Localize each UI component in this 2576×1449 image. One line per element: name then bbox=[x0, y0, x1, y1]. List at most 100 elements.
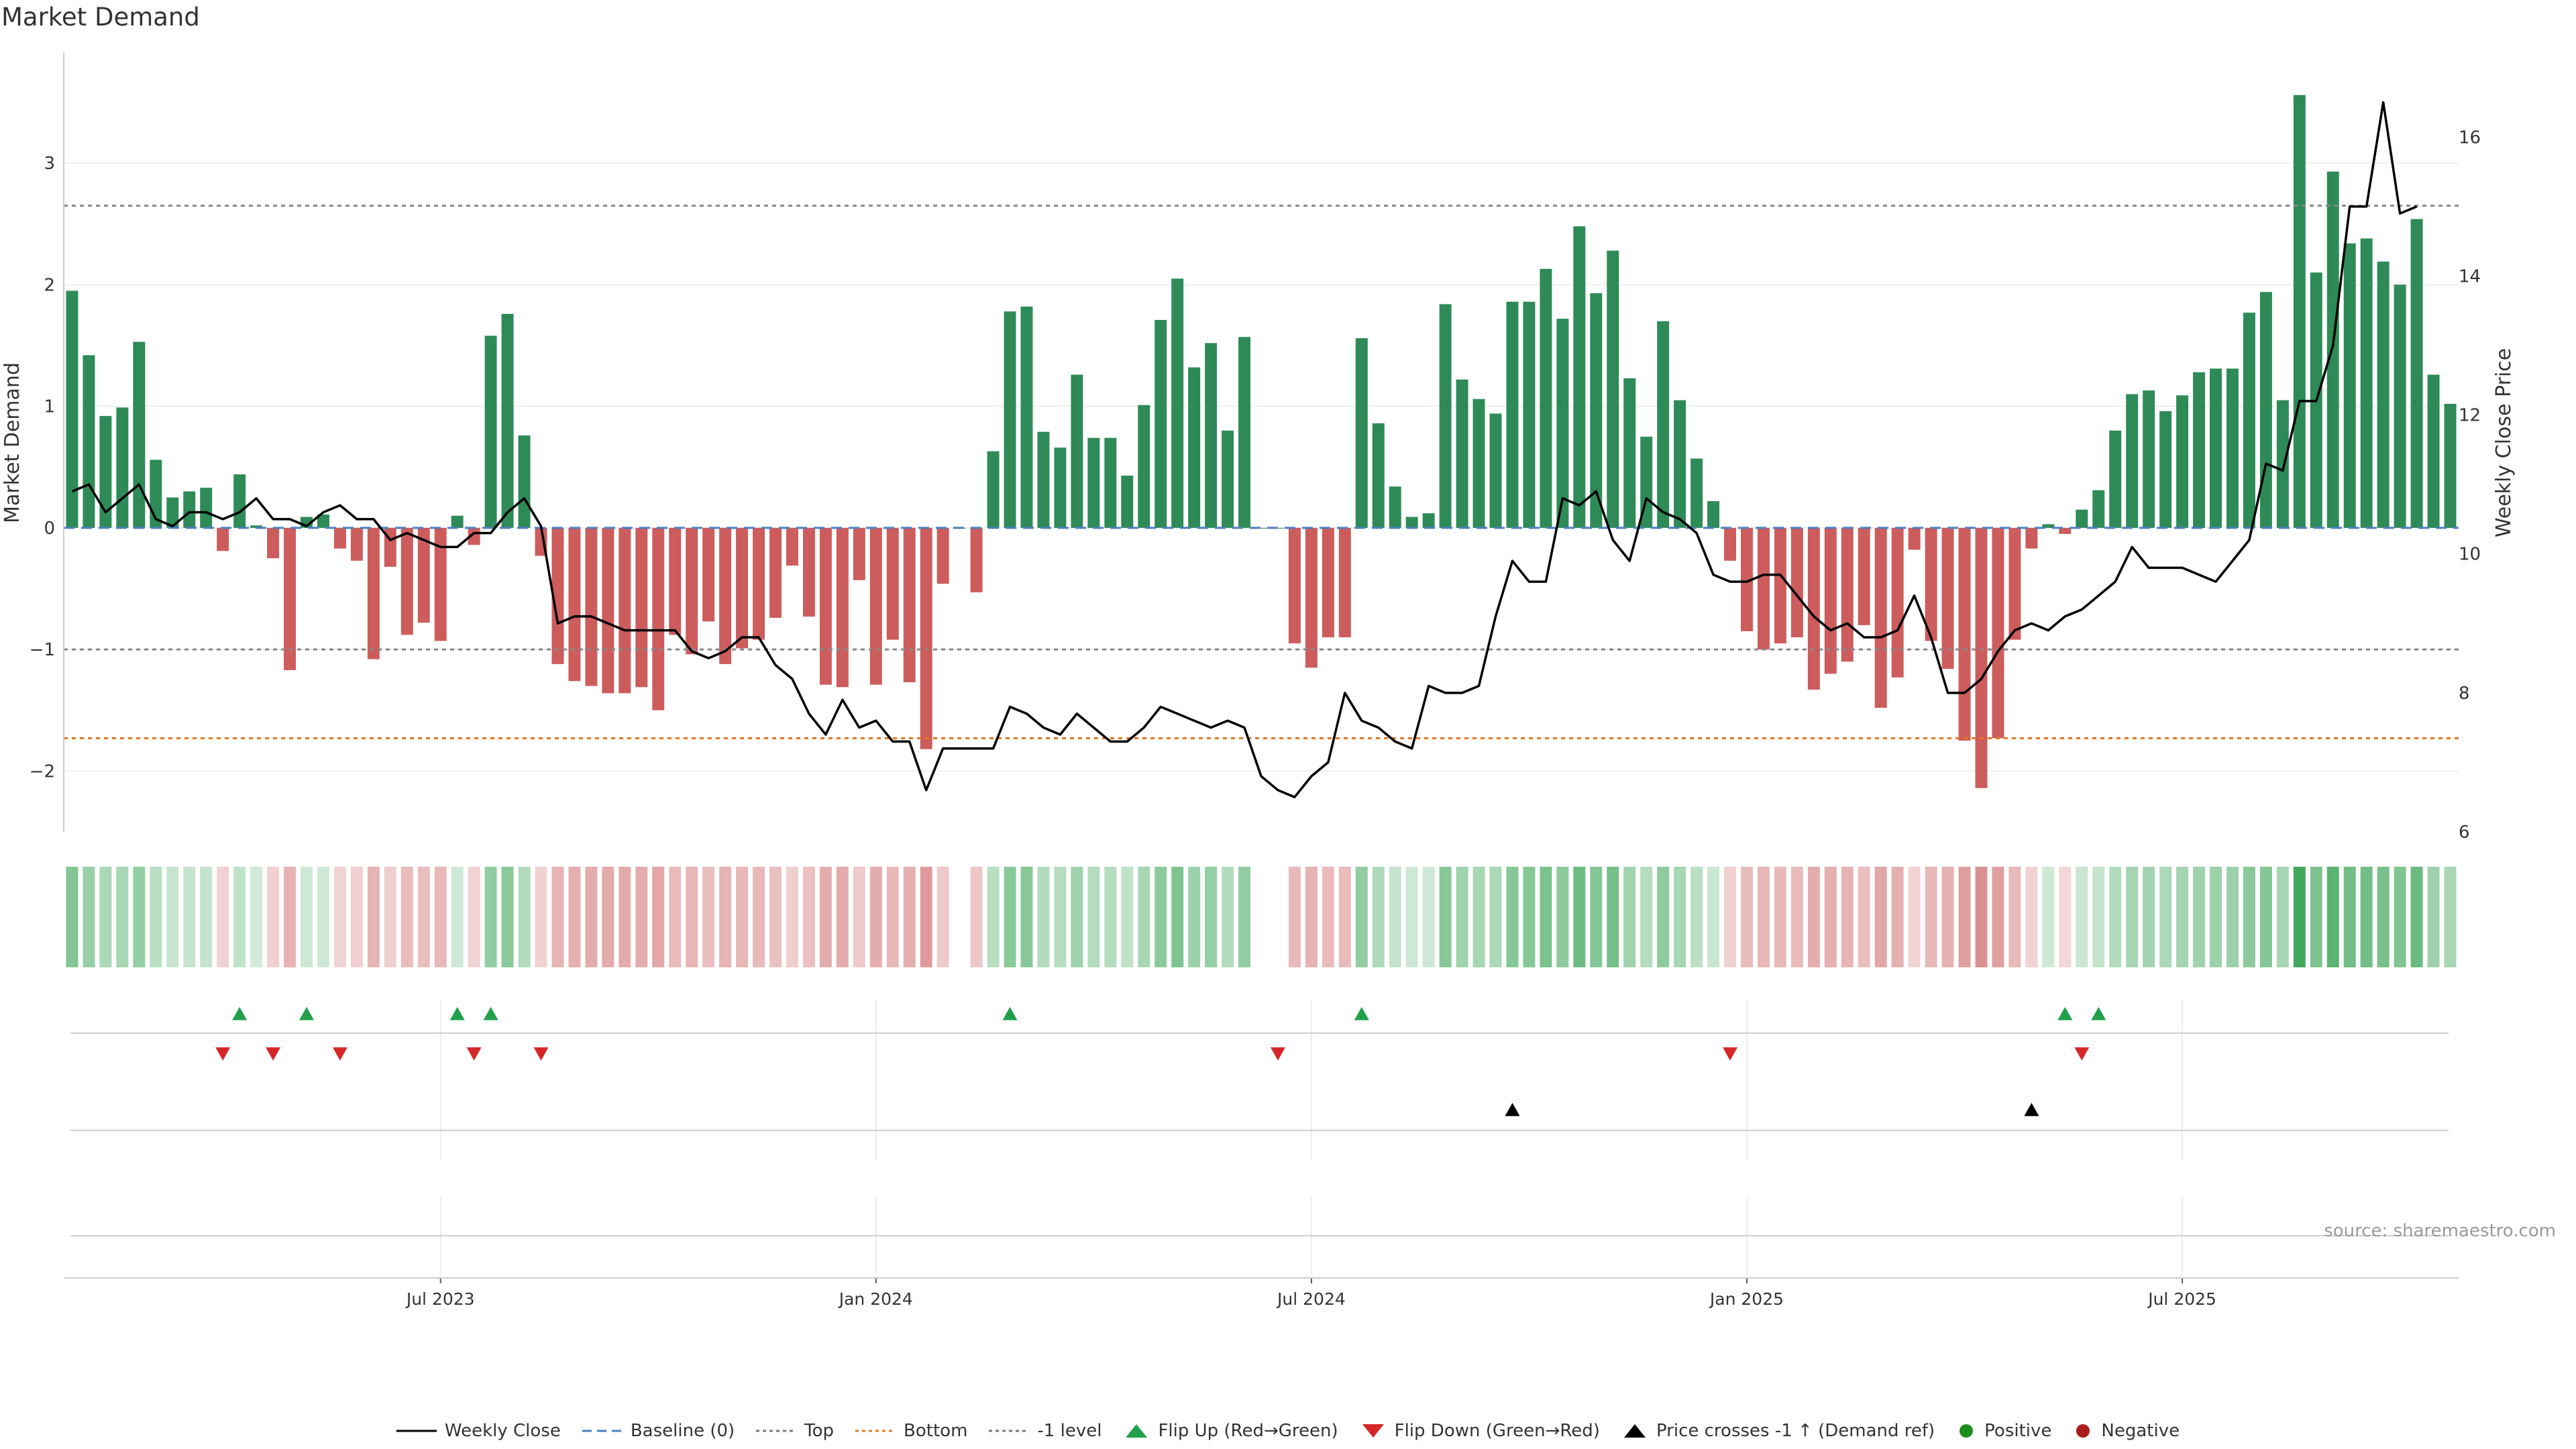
demand-bar bbox=[333, 527, 346, 549]
demand-bar bbox=[1657, 321, 1670, 528]
demand-bar bbox=[585, 527, 598, 686]
demand-bar bbox=[267, 527, 280, 559]
weekly-close-line bbox=[71, 101, 2418, 798]
price-line-layer bbox=[71, 101, 2418, 798]
flip-down-marker bbox=[1271, 1047, 1285, 1061]
demand-bar bbox=[1740, 527, 1753, 631]
strip-cell bbox=[1288, 867, 1301, 967]
reference-lines bbox=[64, 205, 2459, 739]
demand-bar bbox=[2210, 368, 2222, 528]
strip-cell bbox=[1372, 867, 1385, 967]
legend-item-positive: Positive bbox=[1956, 1421, 2051, 1441]
legend-item-weekly-close: Weekly Close bbox=[396, 1421, 561, 1441]
demand-bar bbox=[920, 527, 932, 749]
demand-bar bbox=[434, 527, 447, 641]
strip-cell bbox=[920, 867, 932, 967]
strip-cell bbox=[2126, 867, 2139, 967]
strip-cell bbox=[1590, 867, 1603, 967]
demand-bar bbox=[602, 527, 614, 694]
y-tick-label-left: −1 bbox=[30, 640, 55, 660]
demand-bar bbox=[1121, 475, 1134, 528]
strip-cell bbox=[753, 867, 765, 967]
strip-cell bbox=[1573, 867, 1586, 967]
dot-icon bbox=[1960, 1424, 1974, 1438]
demand-bar bbox=[518, 435, 531, 528]
demand-bar bbox=[1540, 268, 1552, 528]
demand-bar bbox=[2427, 374, 2440, 528]
x-tick-label: Jan 2025 bbox=[1709, 1289, 1784, 1309]
strip-cell bbox=[1104, 867, 1117, 967]
strip-cell bbox=[2092, 867, 2105, 967]
strip-cell bbox=[2159, 867, 2172, 967]
triangle-up-icon bbox=[1126, 1424, 1148, 1438]
demand-bar bbox=[1958, 527, 1971, 741]
demand-bar bbox=[2394, 284, 2406, 528]
demand-bar bbox=[619, 527, 631, 694]
strip-cell bbox=[1707, 867, 1720, 967]
legend-label: Price crosses -1 ↑ (Demand ref) bbox=[1656, 1421, 1935, 1441]
strip-cell bbox=[1222, 867, 1234, 967]
strip-cell bbox=[1087, 867, 1100, 967]
legend-item-minus-one: -1 level bbox=[989, 1421, 1102, 1441]
demand-bar bbox=[1439, 304, 1452, 528]
demand-bar bbox=[83, 355, 95, 528]
legend-item-flip-up: Flip Up (Red→Green) bbox=[1123, 1421, 1338, 1441]
demand-bar bbox=[2008, 527, 2021, 640]
strip-cell bbox=[802, 867, 815, 967]
demand-bar bbox=[635, 527, 648, 688]
strip-cell bbox=[83, 867, 95, 967]
demand-bar bbox=[2410, 219, 2423, 528]
demand-bar bbox=[1104, 437, 1117, 528]
demand-bar bbox=[1573, 226, 1586, 528]
legend-label: Flip Up (Red→Green) bbox=[1158, 1421, 1338, 1441]
legend-label: Top bbox=[804, 1421, 835, 1441]
demand-bar bbox=[686, 527, 698, 655]
demand-bar bbox=[2193, 372, 2206, 528]
strip-cell bbox=[1690, 867, 1703, 967]
strip-cell bbox=[2042, 867, 2055, 967]
legend-label: Negative bbox=[2101, 1421, 2180, 1441]
strip-cell bbox=[786, 867, 798, 967]
demand-bar bbox=[1774, 527, 1786, 644]
demand-bar bbox=[417, 527, 430, 623]
strip-cell bbox=[903, 867, 916, 967]
demand-bar bbox=[99, 416, 112, 528]
demand-bar bbox=[1004, 311, 1016, 528]
demand-bar bbox=[1790, 527, 1803, 637]
strip-cell bbox=[1004, 867, 1016, 967]
demand-bar bbox=[1707, 501, 1720, 528]
strip-cell bbox=[451, 867, 464, 967]
demand-bar bbox=[1288, 527, 1301, 644]
demand-bar bbox=[802, 527, 815, 617]
strip-cell bbox=[1891, 867, 1904, 967]
strip-cell bbox=[1958, 867, 1971, 967]
strip-cell bbox=[719, 867, 732, 967]
strip-cell bbox=[2276, 867, 2289, 967]
demand-bar bbox=[350, 527, 363, 561]
demand-bar bbox=[1992, 527, 2004, 739]
strip-cell bbox=[602, 867, 614, 967]
demand-bar bbox=[1975, 527, 1988, 788]
demand-bar bbox=[2444, 404, 2457, 528]
strip-cell bbox=[350, 867, 363, 967]
strip-cell bbox=[2410, 867, 2423, 967]
strip-cell bbox=[2109, 867, 2122, 967]
strip-cell bbox=[518, 867, 531, 967]
demand-bar bbox=[1305, 527, 1318, 668]
demand-bar bbox=[1925, 527, 1937, 641]
y-tick-label-right: 10 bbox=[2459, 545, 2481, 565]
signal-markers bbox=[215, 1007, 2106, 1116]
strip-cell bbox=[1790, 867, 1803, 967]
demand-bar bbox=[400, 527, 413, 635]
strip-cell bbox=[1506, 867, 1519, 967]
strip-cell bbox=[619, 867, 631, 967]
strip-cell bbox=[217, 867, 229, 967]
demand-bar bbox=[1757, 527, 1770, 650]
strip-cell bbox=[1054, 867, 1067, 967]
demand-bar bbox=[1087, 437, 1100, 528]
y-tick-label-right: 14 bbox=[2459, 266, 2481, 286]
legend-label: Baseline (0) bbox=[630, 1421, 735, 1441]
demand-bar bbox=[1690, 458, 1703, 528]
demand-bar bbox=[1188, 367, 1201, 528]
demand-bar bbox=[1523, 301, 1536, 528]
